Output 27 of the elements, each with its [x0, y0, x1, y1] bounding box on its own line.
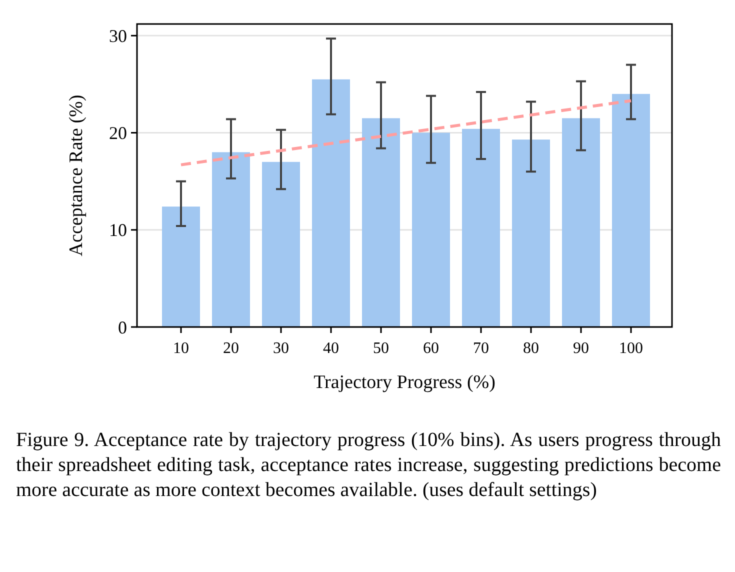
y-axis-title: Acceptance Rate (%): [66, 94, 87, 256]
bar: [612, 94, 650, 327]
bar: [262, 162, 300, 327]
caption: Figure 9. Acceptance rate by trajectory progress (10% bins). As users progress through their spreadsheet editing task, acceptance rates increase, suggesting predictions become more accurate as more context becomes available. (uses default settings): [16, 428, 721, 503]
x-tick-label: 80: [523, 340, 539, 357]
x-tick-label: 20: [223, 340, 239, 357]
bar: [462, 128, 500, 327]
x-axis-title: Trajectory Progress (%): [314, 372, 496, 393]
bar: [412, 132, 450, 327]
x-tick-label: 60: [423, 340, 439, 357]
bar: [512, 140, 550, 327]
bar: [312, 79, 350, 327]
y-tick-label: 0: [118, 317, 127, 338]
bar: [562, 118, 600, 327]
x-tick-label: 50: [373, 340, 389, 357]
bar: [212, 152, 250, 327]
x-tick-label: 100: [619, 340, 643, 357]
x-tick-label: 70: [473, 340, 489, 357]
x-tick-label: 30: [273, 340, 289, 357]
x-tick-label: 10: [173, 340, 189, 357]
bar: [362, 118, 400, 327]
y-tick-label: 30: [109, 26, 127, 46]
y-tick-label: 10: [109, 220, 127, 240]
x-tick-label: 90: [573, 340, 589, 357]
y-tick-label: 20: [109, 123, 127, 144]
bar: [162, 206, 200, 327]
x-tick-label: 40: [323, 340, 339, 357]
